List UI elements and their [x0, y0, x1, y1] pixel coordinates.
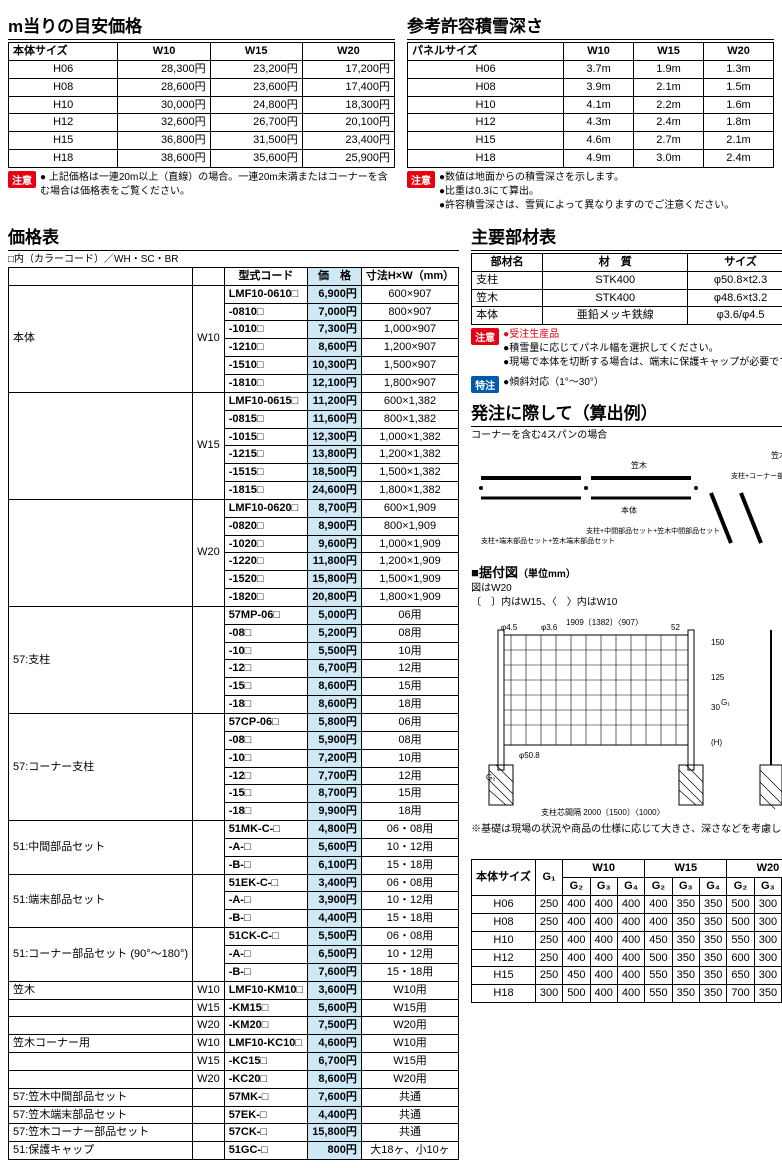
- warn-tag-snow: 注意: [407, 171, 435, 188]
- svg-text:150: 150: [711, 638, 725, 647]
- svg-text:支柱+中間部品セット+笠木中間部品セット: 支柱+中間部品セット+笠木中間部品セット: [586, 526, 720, 535]
- price-m-note: ● 上記価格は一連20m以上（直線）の場合。一連20m未満またはコーナーを含む場…: [40, 171, 395, 199]
- svg-text:52: 52: [671, 623, 680, 632]
- svg-text:支柱芯間隔 2000〔1500〕〈1000〉: 支柱芯間隔 2000〔1500〕〈1000〉: [541, 807, 665, 817]
- svg-text:φ4.5: φ4.5: [501, 623, 518, 632]
- svg-text:(H): (H): [711, 738, 722, 747]
- svg-text:30: 30: [711, 703, 720, 712]
- ordering-diagram: 笠木コーナー用 笠木 支柱+コーナー部品セット+笠木コーナー部品セット 本体 支…: [471, 443, 782, 553]
- svg-text:本体: 本体: [621, 505, 637, 515]
- svg-text:支柱+端末部品セット+笠木端末部品セット: 支柱+端末部品セット+笠木端末部品セット: [481, 536, 615, 545]
- table-materials: 部材名材 質サイズ備 考支柱STK400φ50.8×t2.3JIS G 3444…: [471, 253, 782, 325]
- install-sub2: 図はW20: [471, 582, 782, 596]
- snow-notes: ●数値は地面からの積雪深さを示します。●比重は0.3にて算出。●許容積雪深さは、…: [439, 171, 734, 213]
- sect-title-snow: 参考許容積雪深さ: [407, 12, 774, 40]
- svg-text:φ50.8: φ50.8: [519, 751, 540, 760]
- install-title: ■据付図（単位mm）: [471, 562, 782, 582]
- svg-text:G₂: G₂: [486, 773, 495, 782]
- warn-tag: 注意: [8, 171, 36, 188]
- sect-title-materials: 主要部材表: [471, 223, 782, 251]
- table-price: 型式コード価 格寸法H×W（mm）本体W10LMF10-0610□6,900円6…: [8, 267, 459, 1160]
- table-price-m: 本体サイズW10W15W20 H0628,300円23,200円17,200円H…: [8, 42, 395, 168]
- sect-title-price-table: 価格表: [8, 223, 459, 251]
- table-snow: パネルサイズW10W15W20 H063.7m1.9m1.3mH083.9m2.…: [407, 42, 774, 168]
- svg-text:φ3.6: φ3.6: [541, 623, 558, 632]
- toku-tag: 特注: [471, 376, 499, 393]
- svg-text:笠木コーナー用: 笠木コーナー用: [771, 450, 782, 460]
- svg-text:笠木: 笠木: [631, 460, 647, 470]
- svg-text:125: 125: [711, 673, 725, 682]
- warn-tag-mat: 注意: [471, 328, 499, 345]
- mat-notes: ●受注生産品●積雪量に応じてパネル幅を選択してください。●現場で本体を切断する場…: [503, 328, 782, 370]
- mat-toku: ●傾斜対応（1°～30°）: [503, 376, 604, 390]
- install-diagram: 1909〔1382〕〈907〉 φ4.5φ3.652 150125 30(H) …: [471, 610, 782, 820]
- svg-text:1909〔1382〕〈907〉: 1909〔1382〕〈907〉: [566, 618, 643, 627]
- svg-text:G₁: G₁: [721, 698, 730, 707]
- install-sub3: 〔 〕内はW15、〈 〉内はW10: [471, 596, 782, 610]
- pt-subtitle: □内（カラーコード）／WH・SC・BR: [8, 253, 459, 267]
- table-dims: 本体サイズG₁W10W15W20横線材本数G₂G₃G₄G₂G₃G₄G₂G₃G₄H…: [471, 859, 782, 1003]
- install-foot: ※基礎は現場の状況や商品の仕様に応じて大きさ、深さなどを考慮してください。: [471, 823, 782, 837]
- ordering-sub: コーナーを含む4スパンの場合: [471, 429, 782, 443]
- unit-label: 単位（mm）: [471, 843, 782, 859]
- sect-title-ordering: 発注に際して（算出例）: [471, 399, 782, 427]
- sect-title-price-m: m当りの目安価格: [8, 12, 395, 40]
- svg-text:支柱+コーナー部品セット+笠木コーナー部品セット: 支柱+コーナー部品セット+笠木コーナー部品セット: [731, 471, 782, 480]
